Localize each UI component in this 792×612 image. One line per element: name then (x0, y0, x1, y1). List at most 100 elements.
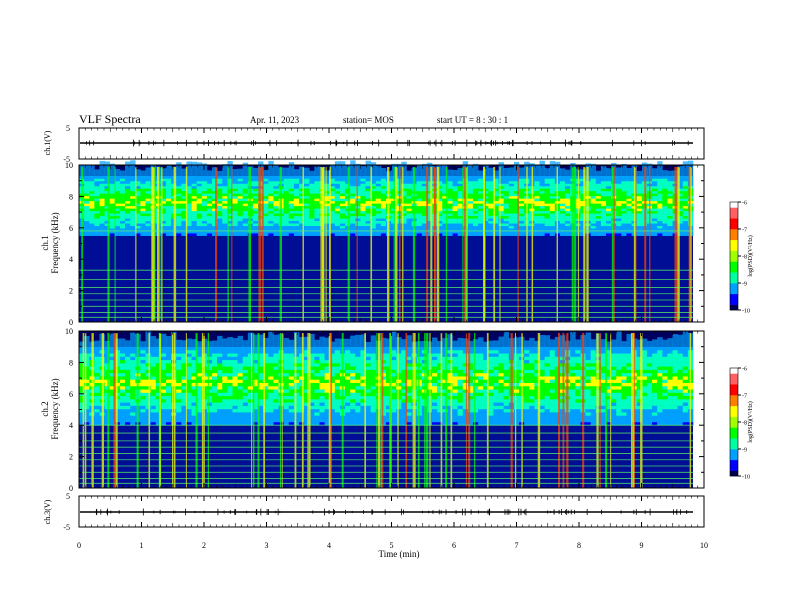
spectrogram-cell (242, 395, 249, 400)
spectrogram-cell (227, 215, 233, 219)
spectrogram-fringe (493, 170, 499, 176)
spectrogram-cell (109, 389, 116, 393)
spectrogram-cell (278, 408, 284, 413)
spectrogram-cell (114, 228, 121, 231)
spectrogram-cell (99, 233, 105, 236)
spectrogram-cell (273, 382, 279, 387)
spectrogram-cell (232, 379, 238, 383)
spectrogram-cell (406, 195, 412, 199)
spectrogram-cell (171, 395, 177, 400)
spectrogram-cell (104, 399, 110, 403)
spectrogram-cell (119, 198, 126, 202)
spectrogram-cell (206, 188, 213, 192)
spectrogram-cell (590, 188, 597, 192)
spectrogram-cell (181, 376, 187, 380)
spectrogram-cell (84, 205, 90, 209)
spectrogram-cell (217, 412, 223, 416)
spectrogram-cell (288, 346, 295, 351)
spectrogram-cell (452, 223, 458, 227)
spectrogram-cell (84, 175, 90, 179)
spectrogram-cell (467, 195, 474, 199)
spectrogram-cell (396, 349, 402, 354)
spectrogram-cell (426, 233, 433, 236)
spectrogram-cell (150, 353, 157, 357)
spectrogram-cell (268, 180, 274, 184)
spectrogram-cell (252, 363, 259, 367)
spectrogram-cell (580, 225, 586, 229)
spectrogram-cell (657, 200, 663, 204)
spectrogram-cell (498, 185, 504, 189)
spectrogram-cell (309, 415, 315, 419)
spectrogram-cell (360, 195, 366, 199)
spectrogram-cell (565, 183, 571, 187)
spectrogram-cell (401, 203, 407, 207)
spectrogram-cell (391, 418, 397, 423)
spectrogram-cell (273, 233, 279, 236)
spectrogram-cell (217, 389, 223, 393)
spectrogram-cell (386, 405, 392, 410)
spectrogram-cell (191, 203, 197, 207)
spectrogram-cell (293, 379, 300, 383)
spectrogram-cell (355, 395, 361, 400)
spectrogram-cell (191, 230, 197, 234)
spectrogram-cell (263, 389, 269, 393)
spectrogram-cell (145, 220, 151, 224)
spectrogram-cell (196, 210, 203, 214)
spectrogram-cell (652, 185, 658, 189)
spectrogram-cell (273, 200, 279, 204)
spectrogram-cell (432, 372, 438, 377)
spectrogram-cell (299, 203, 305, 207)
spectrogram-cell (165, 195, 172, 199)
spectrogram-cell (252, 392, 259, 397)
spectrogram-cell (268, 402, 274, 406)
spectrogram-cell (595, 200, 602, 204)
spectrogram-cell (181, 180, 187, 184)
spectrogram-cell (176, 405, 182, 410)
spectrogram-cell (206, 385, 213, 390)
spectrogram-cell (421, 215, 428, 219)
spectrogram-cell (278, 363, 284, 367)
spectrogram-cell (355, 389, 361, 393)
spectrogram-cell (196, 385, 203, 390)
spectrogram-cell (370, 213, 377, 217)
spectrogram-cell (94, 183, 100, 187)
spectrogram-cell (242, 415, 249, 419)
spectrogram-cell (109, 382, 116, 387)
spectrogram-cell (125, 215, 131, 219)
spectrogram-cell (677, 230, 684, 234)
chart-title: VLF Spectra (79, 112, 141, 126)
spectrogram-cell (626, 175, 632, 179)
spectrogram-cell (252, 215, 259, 219)
spectrogram-cell (145, 203, 151, 207)
spectrogram-cell (84, 228, 90, 231)
spectrogram-cell (677, 200, 684, 204)
spectrogram-cell (196, 175, 203, 179)
spectrogram-cell (263, 385, 269, 390)
spectrogram-cell (288, 376, 295, 380)
spectrogram-cell (401, 223, 407, 227)
spectrogram-cell (130, 190, 136, 194)
spectrogram-cell (365, 205, 371, 209)
spectrogram-cell (350, 418, 356, 423)
spectrogram-fringe (447, 169, 453, 176)
spectrogram-cell (355, 359, 361, 364)
spectrogram-cell (314, 183, 320, 187)
spectrogram-cell (355, 223, 361, 227)
spectrogram-cell (559, 228, 566, 231)
spectrogram-cell (421, 188, 428, 192)
spectrogram-cell (125, 195, 131, 199)
spectrogram-cell (125, 418, 131, 423)
spectrogram-cell (232, 185, 238, 189)
spectrogram-cell (237, 213, 244, 217)
spectrogram-cell (181, 385, 187, 390)
spectrogram-cell (304, 385, 310, 390)
spectrogram-cell (160, 203, 167, 207)
spectrogram-cell (565, 190, 571, 194)
spectrogram-cell (442, 205, 448, 209)
spectrogram-cell (99, 200, 105, 204)
spectrogram-cell (176, 399, 182, 403)
colorbar-swatch (730, 274, 738, 278)
spectrogram-cell (380, 215, 387, 219)
spectrogram-cell (145, 399, 151, 403)
spectrogram-cell (329, 389, 336, 393)
